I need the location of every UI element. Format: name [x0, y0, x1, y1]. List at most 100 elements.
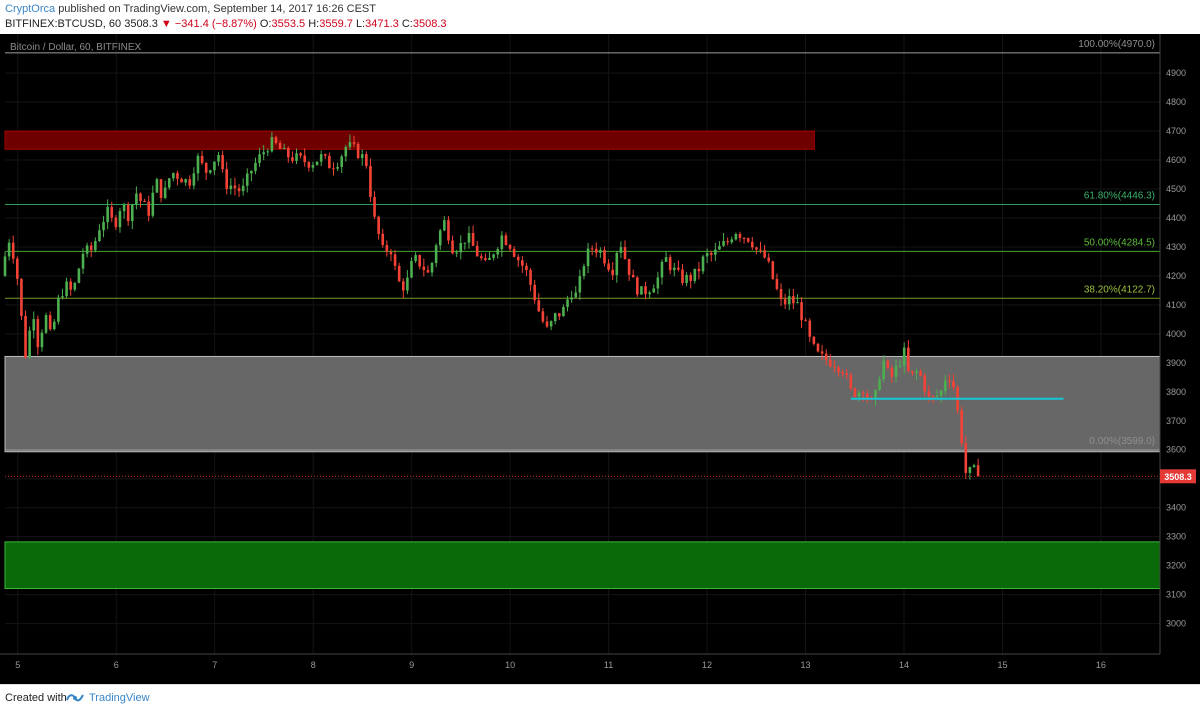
candle-body[interactable] — [792, 296, 795, 304]
candle-body[interactable] — [36, 319, 40, 348]
candle-body[interactable] — [414, 255, 417, 262]
candle-body[interactable] — [541, 311, 545, 322]
candle-body[interactable] — [282, 147, 286, 150]
candle-body[interactable] — [311, 165, 315, 168]
candle-body[interactable] — [360, 154, 364, 159]
candle-body[interactable] — [500, 235, 504, 250]
candle-body[interactable] — [759, 249, 762, 251]
candle-body[interactable] — [599, 250, 602, 253]
candle-body[interactable] — [299, 153, 302, 156]
candle-body[interactable] — [484, 258, 487, 261]
candle-body[interactable] — [594, 248, 598, 253]
resistance-zone[interactable] — [4, 130, 815, 150]
candle-body[interactable] — [558, 313, 561, 317]
candle-body[interactable] — [783, 299, 787, 305]
tradingview-link[interactable]: TradingView — [89, 692, 150, 704]
candle-body[interactable] — [820, 351, 824, 354]
candle-body[interactable] — [44, 315, 48, 333]
candle-body[interactable] — [389, 252, 393, 255]
candle-body[interactable] — [303, 155, 307, 163]
candle-body[interactable] — [89, 245, 93, 251]
candle-body[interactable] — [274, 137, 278, 143]
candle-body[interactable] — [85, 245, 89, 254]
candle-body[interactable] — [685, 274, 688, 284]
candle-body[interactable] — [672, 267, 676, 271]
candle-body[interactable] — [475, 245, 479, 257]
candle-body[interactable] — [348, 142, 352, 147]
candle-body[interactable] — [767, 257, 771, 262]
candle-body[interactable] — [106, 206, 109, 223]
candle-body[interactable] — [438, 230, 442, 246]
candle-body[interactable] — [340, 156, 343, 167]
candle-body[interactable] — [656, 277, 660, 289]
candle-body[interactable] — [837, 367, 840, 372]
candle-body[interactable] — [159, 179, 163, 198]
candle-body[interactable] — [549, 321, 553, 327]
candle-body[interactable] — [410, 261, 413, 278]
candle-body[interactable] — [94, 240, 97, 251]
candle-body[interactable] — [233, 185, 237, 189]
candle-body[interactable] — [114, 217, 118, 228]
candle-body[interactable] — [381, 233, 385, 246]
candle-body[interactable] — [270, 137, 274, 152]
candle-body[interactable] — [122, 204, 126, 212]
candle-body[interactable] — [3, 256, 7, 276]
candle-body[interactable] — [426, 269, 430, 273]
candle-body[interactable] — [742, 237, 746, 239]
candle-body[interactable] — [377, 216, 380, 234]
candle-body[interactable] — [824, 353, 828, 361]
candle-body[interactable] — [52, 321, 56, 330]
candle-body[interactable] — [7, 242, 11, 257]
candle-body[interactable] — [631, 274, 635, 278]
candle-body[interactable] — [927, 391, 931, 397]
candle-body[interactable] — [385, 245, 389, 253]
candle-body[interactable] — [459, 242, 463, 253]
candle-body[interactable] — [586, 248, 590, 267]
candle-body[interactable] — [911, 371, 914, 373]
candle-body[interactable] — [771, 261, 775, 279]
candle-body[interactable] — [291, 157, 294, 161]
candle-body[interactable] — [356, 143, 360, 159]
candle-body[interactable] — [668, 257, 672, 271]
candle-body[interactable] — [406, 277, 409, 291]
candle-body[interactable] — [902, 347, 906, 366]
candle-body[interactable] — [126, 204, 130, 222]
candle-body[interactable] — [775, 278, 779, 289]
candle-body[interactable] — [463, 242, 467, 244]
candle-body[interactable] — [705, 252, 709, 257]
candle-body[interactable] — [804, 320, 807, 322]
candle-body[interactable] — [155, 179, 159, 193]
candle-body[interactable] — [570, 297, 573, 300]
candle-body[interactable] — [907, 347, 910, 372]
candle-body[interactable] — [151, 192, 155, 216]
candle-body[interactable] — [176, 173, 179, 179]
candle-body[interactable] — [845, 373, 849, 376]
candle-body[interactable] — [57, 297, 60, 322]
tradingview-logo-icon[interactable] — [66, 689, 84, 705]
candle-body[interactable] — [878, 379, 881, 391]
candle-body[interactable] — [841, 371, 844, 374]
candle-body[interactable] — [874, 390, 877, 400]
candle-body[interactable] — [332, 168, 335, 170]
candle-body[interactable] — [200, 155, 204, 163]
candle-body[interactable] — [960, 410, 964, 444]
candle-body[interactable] — [192, 173, 196, 186]
candle-body[interactable] — [644, 286, 647, 295]
candle-body[interactable] — [701, 256, 705, 272]
candle-body[interactable] — [422, 266, 426, 270]
candle-body[interactable] — [915, 371, 918, 373]
candle-body[interactable] — [516, 256, 520, 261]
candle-body[interactable] — [336, 166, 339, 169]
candle-body[interactable] — [430, 262, 434, 273]
candle-body[interactable] — [147, 201, 151, 216]
candle-body[interactable] — [237, 188, 241, 192]
candle-body[interactable] — [533, 284, 536, 301]
candle-body[interactable] — [77, 268, 81, 283]
candle-body[interactable] — [529, 270, 532, 285]
candle-body[interactable] — [681, 269, 684, 284]
candle-body[interactable] — [81, 253, 85, 269]
candle-body[interactable] — [779, 288, 783, 300]
candle-body[interactable] — [319, 154, 323, 162]
candle-body[interactable] — [919, 371, 922, 376]
candle-body[interactable] — [323, 154, 327, 156]
